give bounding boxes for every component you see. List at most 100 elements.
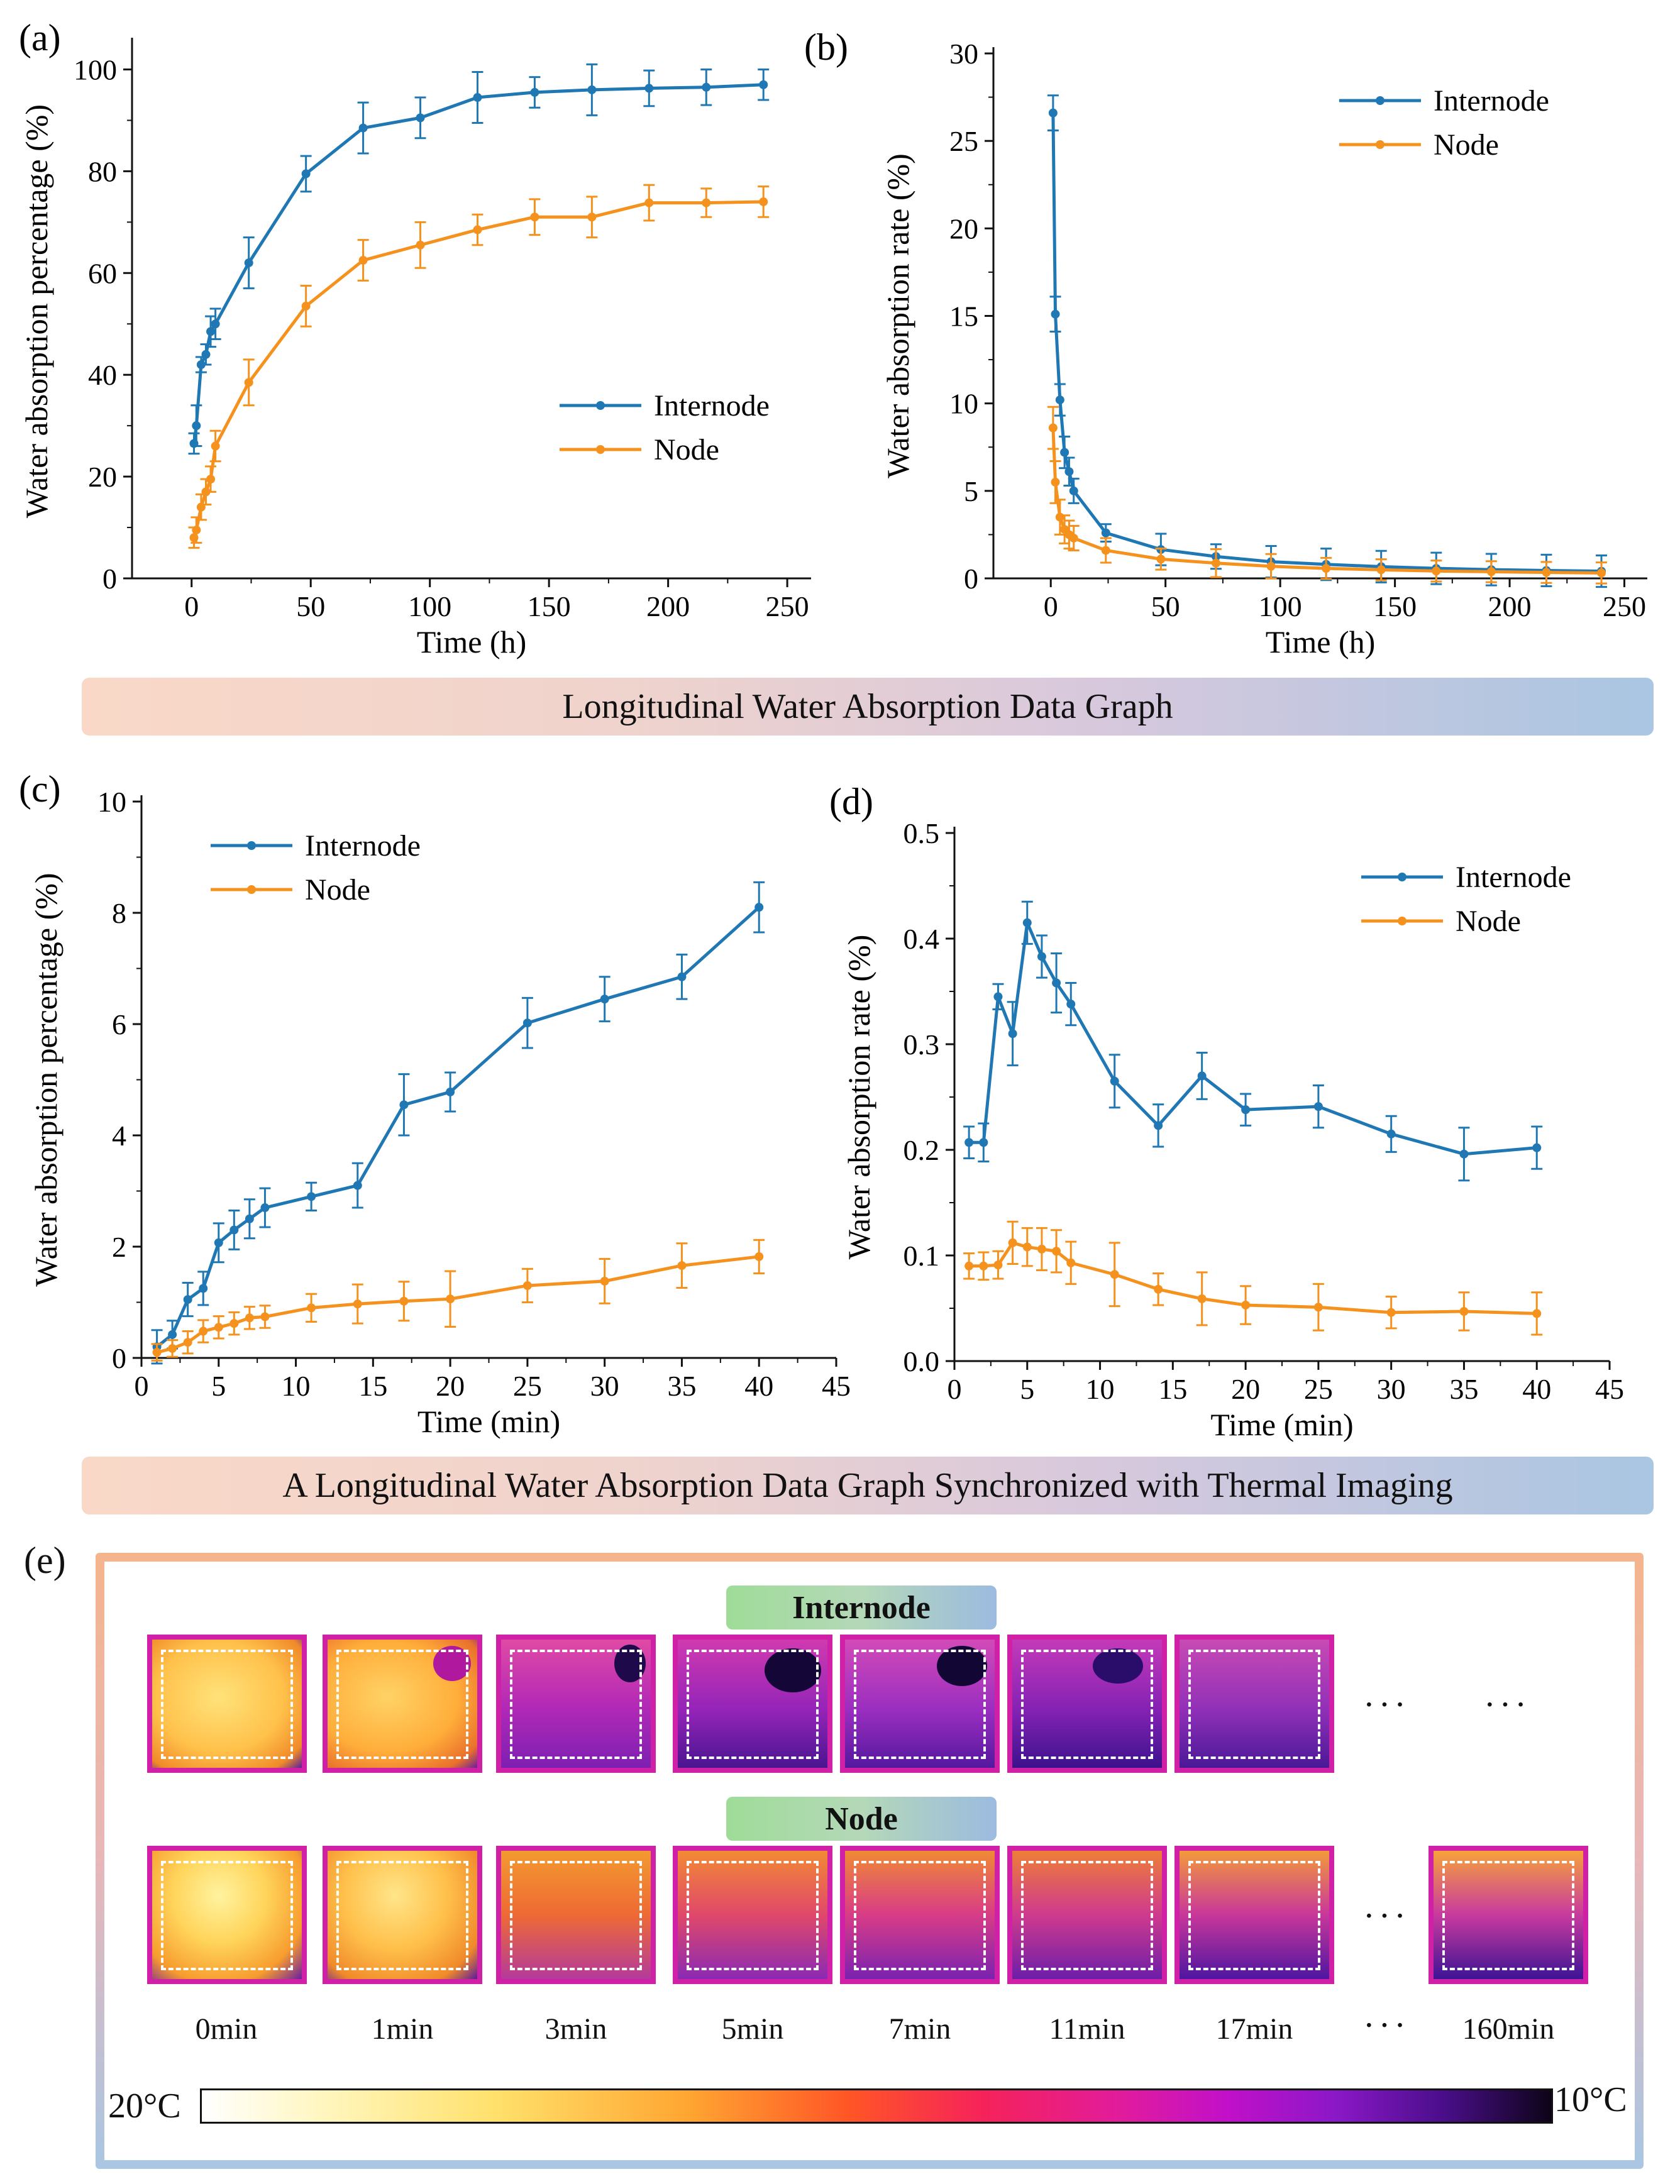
chart-b-y-tick-label: 25	[949, 125, 978, 157]
chart-c-y-tick-label: 6	[112, 1008, 126, 1040]
thermal-node-0min	[147, 1846, 307, 1984]
chart-d-y-tick-label: 0.1	[904, 1240, 940, 1272]
roi-box	[1442, 1861, 1574, 1970]
thermal-internode-7min	[840, 1635, 1000, 1773]
chart-b-x-axis-label: Time (h)	[1266, 624, 1376, 659]
thermal-node-7min	[840, 1846, 1000, 1984]
chart-b-y-tick-label: 30	[949, 38, 978, 70]
roi-box	[336, 1861, 468, 1970]
chart-d-internode-point	[1386, 1129, 1396, 1139]
banner-thermal: A Longitudinal Water Absorption Data Gra…	[82, 1457, 1654, 1514]
chart-a-x-tick-label: 0	[184, 590, 199, 622]
chart-b-node-point	[1101, 546, 1110, 555]
chart-d-internode-point	[1110, 1076, 1119, 1086]
internode-ellipsis-2: ···	[1484, 1685, 1530, 1724]
chart-c-x-tick-label: 5	[211, 1370, 226, 1402]
chart-c-x-tick-label: 20	[436, 1370, 465, 1402]
chart-b-internode-line	[1051, 113, 1602, 573]
roi-box	[510, 1861, 642, 1970]
chart-d-internode-point	[1066, 1000, 1076, 1009]
chart-d-internode-point	[1037, 952, 1046, 961]
roi-box	[1188, 1650, 1320, 1759]
chart-d-node-point	[964, 1261, 974, 1271]
chart-c-x-tick-label: 0	[135, 1370, 149, 1402]
chart-b-x-tick-label: 200	[1488, 590, 1532, 622]
chart-a-internode-point	[206, 327, 216, 336]
chart-b-x-tick-label: 100	[1259, 590, 1302, 622]
time-label-7min: 7min	[888, 2012, 951, 2046]
chart-c-node-point	[600, 1276, 609, 1286]
chart-d-x-tick-label: 35	[1449, 1373, 1478, 1405]
thermal-node-160min	[1429, 1846, 1588, 1984]
roi-box	[510, 1650, 642, 1759]
chart-b-node-point	[1069, 533, 1078, 543]
chart-d-node-point	[1066, 1258, 1076, 1267]
chart-d-node-point	[1154, 1284, 1163, 1294]
chart-b-legend-internode-label: Internode	[1434, 84, 1549, 118]
chart-c-internode-point	[600, 995, 609, 1004]
roi-box	[1021, 1650, 1153, 1759]
chart-d-node-point	[1241, 1300, 1251, 1310]
chart-a-node-point	[530, 212, 539, 222]
chart-b-internode-point	[1055, 395, 1064, 405]
chart-d-x-tick-label: 20	[1231, 1373, 1260, 1405]
chart-a-internode-point	[587, 85, 597, 94]
chart-d-x-tick-label: 0	[948, 1373, 962, 1405]
chart-c-legend-node-label: Node	[305, 873, 370, 907]
chart-c-node-point	[168, 1343, 177, 1353]
chart-a-y-tick-label: 20	[88, 461, 117, 493]
chart-b-node-point	[1486, 567, 1496, 576]
chart-c-node-point	[183, 1338, 192, 1347]
chart-d-y-tick-label: 0.3	[904, 1029, 940, 1061]
cold-spot	[937, 1646, 987, 1686]
panel-label-e: (e)	[24, 1540, 66, 1581]
chart-c-node-point	[677, 1261, 687, 1271]
chart-c-node-point	[522, 1281, 532, 1290]
chart-a-internode-point	[644, 84, 654, 93]
banner-thermal-text: A Longitudinal Water Absorption Data Gra…	[282, 1466, 1453, 1505]
chart-b-legend-node-marker	[1376, 140, 1384, 149]
chart-d-y-tick-label: 0.2	[904, 1134, 940, 1166]
chart-a-internode-point	[358, 123, 368, 133]
chart-b-y-tick-label: 20	[949, 212, 978, 245]
chart-b-node-point	[1597, 568, 1606, 578]
chart-c-internode-point	[214, 1238, 223, 1247]
time-label-1min: 1min	[371, 2012, 434, 2046]
chart-d-x-tick-label: 40	[1522, 1373, 1551, 1405]
roi-box	[687, 1650, 819, 1759]
chart-a-y-tick-label: 80	[88, 155, 117, 187]
chart-d-legend-node-label: Node	[1456, 905, 1521, 938]
chart-c-node-point	[152, 1348, 162, 1357]
chart-a-internode-point	[201, 350, 211, 359]
chart-b-node-point	[1266, 561, 1276, 571]
thermal-internode-11min	[1007, 1635, 1167, 1773]
thermal-internode-17min	[1174, 1635, 1334, 1773]
chart-d-node-point	[1110, 1270, 1119, 1279]
chart-b-internode-point	[1101, 528, 1110, 538]
chart-a-node-point	[702, 198, 711, 207]
chart-c-y-tick-label: 0	[112, 1342, 126, 1374]
chart-b-node-point	[1156, 554, 1166, 564]
chart-b-node-line	[1051, 427, 1602, 575]
chart-c-internode-point	[446, 1087, 455, 1096]
chart-b-node-point	[1055, 512, 1064, 522]
chart-a-internode-line	[192, 83, 764, 444]
chart-c-node-point	[214, 1323, 223, 1332]
chart-a-y-tick-label: 60	[88, 257, 117, 289]
internode-ellipsis-1: ···	[1363, 1685, 1410, 1724]
chart-c-x-tick-label: 30	[590, 1370, 619, 1402]
chart-a-x-tick-label: 100	[408, 590, 451, 622]
chart-c-internode-point	[199, 1284, 208, 1293]
chart-a-node-point	[244, 378, 253, 387]
chart-a-y-tick-label: 100	[74, 53, 117, 85]
chart-d-y-tick-label: 0.5	[904, 817, 940, 849]
time-label-3min: 3min	[544, 2012, 607, 2046]
chart-c-node-point	[199, 1326, 208, 1336]
chart-d-x-tick-label: 45	[1595, 1373, 1624, 1405]
chart-c-internode-point	[183, 1295, 192, 1304]
chart-d-legend-node-marker	[1398, 917, 1406, 925]
time-label-5min: 5min	[721, 2012, 784, 2046]
internode-row-label: Internode	[726, 1586, 997, 1630]
chart-a-y-tick-label: 40	[88, 359, 117, 391]
